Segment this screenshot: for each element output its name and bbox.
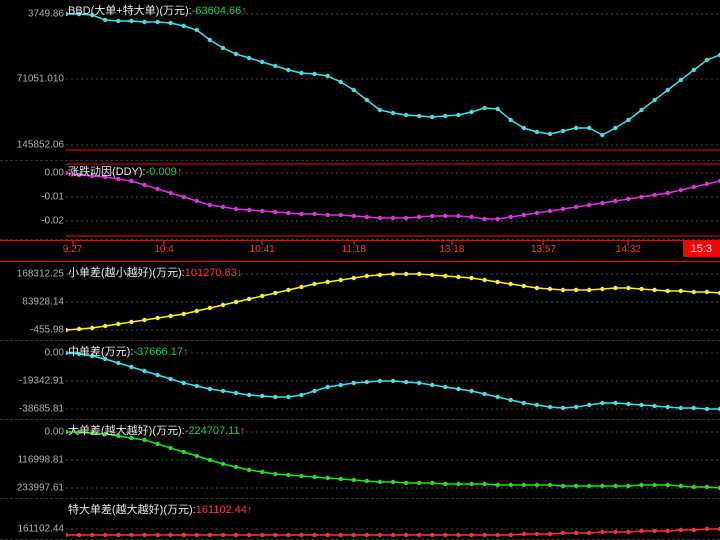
panel-bbd: 3749.86 71051.010 145852.06 BBD(大单+特大单)(万元… <box>0 0 720 161</box>
x-axis-label: 14:32 <box>616 244 641 255</box>
x-axis-label-end: 15:3 <box>683 241 720 257</box>
y-axis-label: 83928.14 <box>2 297 64 308</box>
panel-title-value: -63604.66 <box>192 5 242 17</box>
panel-title-prefix: 特大单差(越大越好)(万元): <box>68 504 196 516</box>
panel-title-value: -37666.17 <box>133 346 183 358</box>
chart-bbd <box>66 0 720 160</box>
panel-arrow-icon: ↑ <box>241 5 247 17</box>
panel-arrow-icon: ↑ <box>183 346 189 358</box>
panel-arrow-icon: ↓ <box>237 267 243 279</box>
x-axis-label: 9:27 <box>63 244 82 255</box>
y-axis-label: 71051.010 <box>2 74 64 85</box>
y-axis-label: -455.98 <box>2 325 64 336</box>
y-axis-label: 0.00 <box>2 168 64 179</box>
y-axis-label: 0.00 <box>2 427 64 438</box>
panel-arrow-icon: ↑ <box>177 166 183 178</box>
panel-title-small: 小单差(越小越好)(万元):101270.83↓ <box>68 264 242 280</box>
panel-title-value: -224707.11 <box>185 425 240 437</box>
x-axis-label: 11:18 <box>342 244 366 255</box>
y-axis-label: -38685.81 <box>2 404 64 415</box>
panel-title-mid: 中单差(万元):-37666.17↑ <box>68 343 188 359</box>
panel-title-prefix: 涨跌动因(DDY): <box>68 166 146 178</box>
panel-arrow-icon: ↑ <box>247 504 253 516</box>
panel-title-bbd: BBD(大单+特大单)(万元):-63604.66↑ <box>68 2 247 18</box>
panel-title-prefix: BBD(大单+特大单)(万元): <box>68 5 192 17</box>
x-axis-label: 10:4 <box>154 244 173 255</box>
y-axis-label: 116998.81 <box>2 455 64 466</box>
panel-mid: 0.00 -19342.91 -38685.81 中单差(万元):-37666.17… <box>0 341 720 420</box>
panel-big: 0.00 116998.81 233997.61 大单差(越大越好)(万元):-22… <box>0 420 720 499</box>
panel-title-value: 161102.44 <box>196 504 247 516</box>
panel-title-ddy: 涨跌动因(DDY):-0.009↑ <box>68 163 182 179</box>
y-axis-label: 3749.86 <box>2 9 64 20</box>
time-axis: 9:27 10:4 10:41 11:18 13:18 13:57 14:32 15:3 <box>0 240 720 262</box>
panel-title-prefix: 中单差(万元): <box>68 346 133 358</box>
y-axis-label: 145852.06 <box>2 140 64 151</box>
panel-small: 168312.25 83928.14 -455.98 小单差(越小越好)(万元):1… <box>0 262 720 341</box>
y-axis-label: -0.02 <box>2 216 64 227</box>
y-axis-label: 233997.61 <box>2 483 64 494</box>
y-axis-label: -19342.91 <box>2 376 64 387</box>
panel-title-xl: 特大单差(越大越好)(万元):161102.44↑ <box>68 501 252 517</box>
y-axis-label: 161102.44 <box>2 524 64 535</box>
panel-title-prefix: 大单差(越大越好)(万元): <box>68 425 185 437</box>
panel-arrow-icon: ↑ <box>240 425 246 437</box>
panel-title-prefix: 小单差(越小越好)(万元): <box>68 267 185 279</box>
y-axis-label: -0.01 <box>2 192 64 203</box>
x-axis-label: 10:41 <box>250 244 275 255</box>
x-axis-label: 13:18 <box>439 244 464 255</box>
panel-ddy: 0.00 -0.01 -0.02 涨跌动因(DDY):-0.009↑ <box>0 161 720 240</box>
y-axis-label: 168312.25 <box>2 269 64 280</box>
panel-title-value: 101270.83 <box>185 267 237 279</box>
panel-title-big: 大单差(越大越好)(万元):-224707.11↑ <box>68 422 245 438</box>
panel-xl: 161102.44 特大单差(越大越好)(万元):161102.44↑ <box>0 499 720 540</box>
y-axis-label: 0.00 <box>2 348 64 359</box>
panel-title-value: -0.009 <box>146 166 177 178</box>
x-axis-label: 13:57 <box>531 244 556 255</box>
